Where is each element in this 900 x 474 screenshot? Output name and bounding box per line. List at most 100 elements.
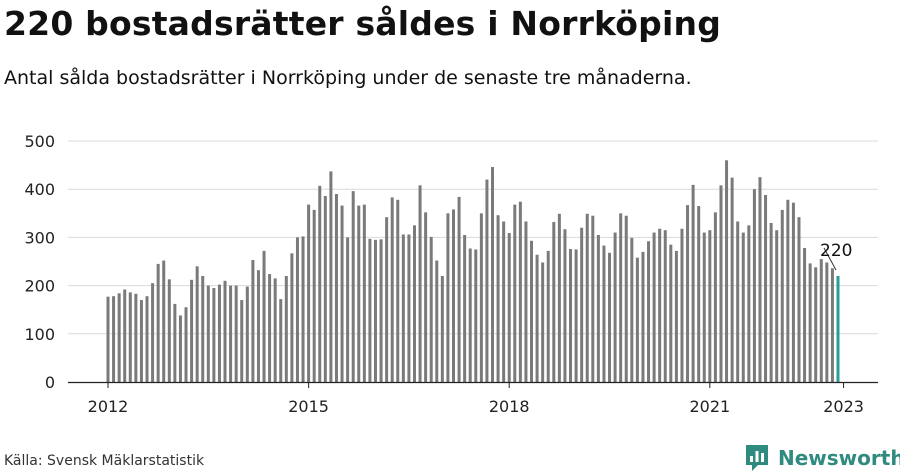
bar: [797, 217, 801, 382]
bar: [563, 229, 567, 382]
bar: [491, 167, 494, 382]
bar: [117, 293, 121, 382]
bar: [234, 285, 238, 382]
bar: [474, 249, 478, 382]
bar: [201, 275, 205, 382]
bar: [530, 240, 534, 382]
bar: [752, 189, 756, 382]
bar: [513, 204, 517, 382]
bar: [351, 191, 355, 382]
y-tick-label: 400: [24, 180, 55, 199]
bar: [730, 177, 734, 382]
bar: [145, 296, 149, 382]
x-tick-label: 2021: [689, 397, 730, 416]
bar: [167, 279, 171, 382]
bar: [435, 260, 439, 382]
y-tick-label: 0: [45, 373, 55, 392]
bar: [357, 205, 361, 382]
bar: [390, 197, 394, 382]
bar: [686, 205, 690, 382]
bar: [708, 230, 712, 382]
bar: [346, 237, 350, 382]
bar: [791, 202, 795, 382]
bar: [123, 289, 127, 382]
bar: [496, 215, 500, 382]
bar: [162, 260, 166, 382]
bar: [418, 185, 422, 382]
bar: [446, 213, 450, 382]
bar: [206, 285, 210, 382]
bar: [647, 241, 651, 382]
bar: [340, 205, 344, 382]
bar: [518, 201, 522, 382]
y-tick-label: 500: [24, 132, 55, 151]
highlight-value-label: 220: [820, 241, 852, 261]
bar: [557, 213, 561, 382]
bar: [273, 278, 277, 382]
bar: [747, 225, 751, 382]
bar: [814, 267, 818, 382]
bar: [635, 257, 639, 382]
bar: [318, 185, 322, 382]
bar: [725, 160, 729, 382]
bar: [507, 233, 511, 382]
annotation-leader-line: [823, 247, 837, 271]
bar: [190, 279, 194, 382]
bar: [217, 284, 221, 382]
bar: [245, 286, 249, 382]
bar: [156, 263, 160, 382]
bar: [680, 228, 684, 382]
bar: [307, 204, 311, 382]
bar: [546, 250, 550, 382]
bar: [139, 300, 143, 382]
bar: [256, 270, 260, 382]
x-axis: 2012 2015 2018 2021 2023: [68, 381, 878, 416]
chart-title: 220 bostadsrätter såldes i Norrköping: [4, 4, 722, 43]
bar: [229, 285, 233, 382]
bar: [574, 249, 578, 382]
bar: [758, 177, 762, 382]
bar: [591, 215, 595, 382]
annotations: 220: [820, 241, 852, 271]
bar: [769, 222, 773, 382]
bar: [312, 209, 316, 382]
bar: [585, 213, 589, 382]
chart-subtitle: Antal sålda bostadsrätter i Norrköping u…: [4, 67, 692, 89]
bar: [641, 251, 645, 382]
bar: [825, 262, 829, 382]
bar: [112, 296, 116, 382]
bar: [524, 221, 528, 382]
bar: [702, 232, 706, 382]
bar: [240, 300, 244, 382]
brand-name: Newsworthy: [778, 446, 900, 470]
bar: [279, 299, 283, 382]
y-tick-label: 200: [24, 277, 55, 296]
source-text: Källa: Svensk Mäklarstatistik: [4, 453, 205, 469]
bar: [652, 232, 656, 382]
bar: [697, 206, 701, 382]
bar: [379, 239, 383, 382]
newsworthy-brand[interactable]: Newsworthy: [744, 442, 900, 474]
bar: [284, 275, 288, 382]
bar: [669, 244, 673, 382]
bar: [362, 204, 366, 382]
bar: [596, 234, 600, 382]
bar: [808, 263, 812, 382]
bar: [468, 248, 472, 382]
bar: [195, 266, 199, 382]
y-axis-labels: 0 100 200 300 400 500: [24, 132, 55, 392]
bar: [764, 194, 768, 382]
bar: [223, 280, 227, 382]
bar: [780, 209, 784, 382]
x-tick-label: 2012: [88, 397, 129, 416]
bar: [663, 230, 667, 382]
x-tick-label: 2018: [489, 397, 530, 416]
bar: [295, 237, 299, 382]
bar: [106, 296, 110, 382]
bar: [608, 252, 612, 382]
bar: [580, 227, 584, 382]
bar: [251, 260, 255, 382]
bar: [741, 232, 745, 382]
bar: [479, 213, 483, 382]
